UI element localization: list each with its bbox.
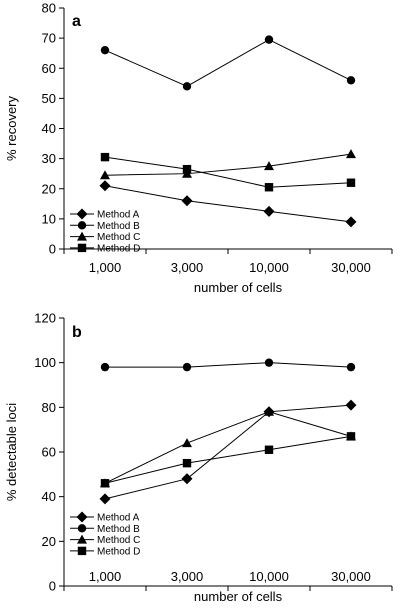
legend-label: Method A [97,210,140,221]
y-tick-label: 100 [34,355,56,370]
legend-label: Method D [97,547,140,558]
data-point-triangle [182,438,192,448]
series-method-d [100,432,356,488]
data-point-triangle [100,170,110,180]
data-point-circle [346,362,356,372]
series-line [104,411,352,484]
legend-label: Method C [97,535,140,546]
data-point-square [264,183,274,192]
panel-letter: a [72,13,81,30]
y-tick-label: 80 [42,400,56,415]
legend-marker-triangle [77,231,87,241]
y-tick-label: 20 [42,181,56,196]
chart-panel-a: 0 10 20 30 40 50 60 70 80 1,000 3,000 10,000 30,000 n… [4,1,393,295]
data-point-diamond [263,205,275,217]
data-point-square [264,445,274,454]
y-tick-label: 60 [42,445,56,460]
x-tick-label: 30,000 [331,569,371,584]
x-tick-label: 10,000 [249,260,289,275]
y-tick-label: 30 [42,151,56,166]
y-axis-title: % detectable loci [4,403,19,501]
x-axis-title: number of cells [194,280,283,295]
data-point-circle [182,362,192,372]
data-point-square [182,164,192,174]
y-tick-label: 120 [34,311,56,326]
data-point-circle [264,358,274,367]
series-line [104,435,352,484]
legend-marker-triangle [77,534,87,544]
legend-label: Method B [97,221,140,232]
legend-label: Method C [97,232,140,243]
legend-label: Method B [97,524,140,535]
data-point-triangle [264,406,274,416]
x-tick-label: 10,000 [249,569,289,584]
data-point-triangle [346,149,356,159]
x-axis-title: number of cells [194,589,283,603]
y-tick-label: 40 [42,121,56,136]
y-tick-label: 80 [42,1,56,16]
data-point-circle [346,76,356,85]
x-tick-label: 3,000 [171,260,204,275]
y-axis-title: % recovery [4,95,19,161]
legend-marker-circle [77,221,87,230]
legend-marker-square [77,243,87,253]
series-line [104,153,352,176]
data-point-circle [100,45,110,55]
x-tick-label: 1,000 [89,260,122,275]
y-tick-label: 20 [42,534,56,549]
y-tick-label: 0 [49,242,56,257]
series-method-b [100,35,356,91]
data-point-diamond [345,216,357,228]
series-line [104,404,352,500]
series-method-b [100,358,356,372]
data-point-diamond [99,493,111,505]
x-tick-label: 3,000 [171,569,204,584]
series-line [104,156,352,188]
y-tick-label: 70 [42,31,56,46]
data-point-triangle [264,161,274,171]
y-tick-label: 0 [49,579,56,594]
data-point-circle [264,35,274,44]
y-tick-label: 40 [42,489,56,504]
legend-label: Method D [97,244,140,255]
y-tick-label: 60 [42,61,56,76]
panel-letter: b [72,324,82,341]
x-tick-label: 30,000 [331,260,371,275]
data-point-square [182,458,192,468]
data-point-square [100,479,110,488]
data-point-square [100,152,110,162]
chart-panel-b: 0 20 40 60 80 100 120 1,000 3,000 10,000 30,000 num… [4,311,393,604]
series-method-c [100,149,356,180]
series-line [105,362,352,368]
y-tick-label: 50 [42,91,56,106]
data-point-circle [100,362,110,372]
legend-label: Method A [97,513,140,524]
data-point-square [346,432,356,441]
series-method-a [99,180,357,228]
series-method-d [100,152,356,192]
data-point-diamond [181,473,193,485]
data-point-circle [182,82,192,91]
data-point-diamond [99,180,111,192]
data-point-diamond [181,195,193,207]
series-line [104,39,352,87]
legend-marker-diamond [76,511,88,523]
series-line [104,185,352,223]
data-point-square [346,178,356,187]
y-tick-label: 10 [42,211,56,226]
legend-marker-circle [77,524,87,533]
legend-marker-diamond [76,208,88,220]
series-method-a [99,399,357,505]
x-tick-label: 1,000 [89,569,122,584]
legend-marker-square [77,546,87,556]
data-point-diamond [345,399,357,411]
